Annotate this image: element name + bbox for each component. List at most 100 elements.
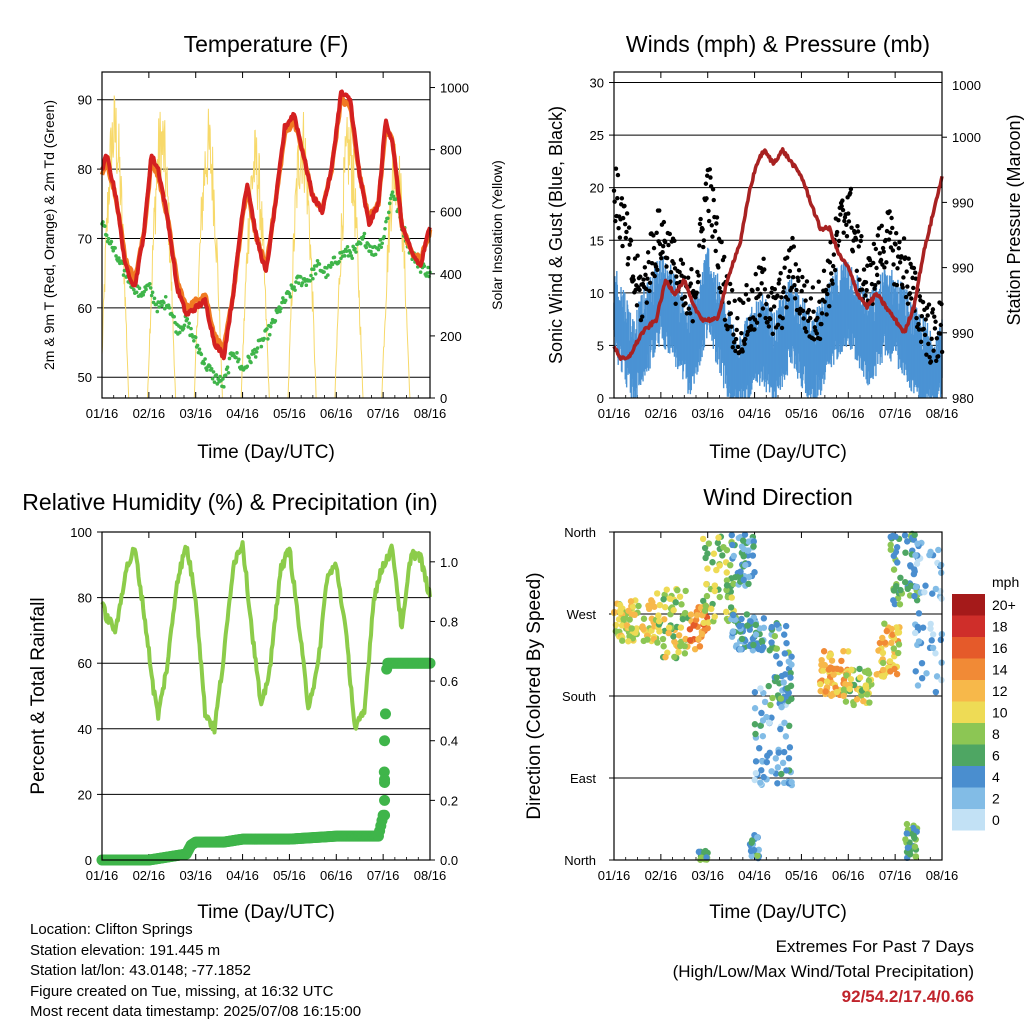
gust-point <box>844 222 849 227</box>
gust-point <box>876 280 881 285</box>
dewpoint-point <box>388 196 393 201</box>
gust-point <box>826 283 831 288</box>
gust-point <box>624 211 630 216</box>
gust-point <box>925 313 930 318</box>
direction-point <box>828 657 836 664</box>
direction-point <box>921 588 928 596</box>
direction-point <box>865 677 873 685</box>
direction-point <box>686 637 694 644</box>
gust-point <box>743 336 748 342</box>
gust-point <box>816 279 821 284</box>
gust-point <box>700 227 705 232</box>
gust-point <box>693 295 698 300</box>
precip-point <box>379 794 391 806</box>
direction-point <box>929 644 937 652</box>
x-tick-label: 04/16 <box>738 406 771 421</box>
x-tick-label: 01/16 <box>598 406 631 421</box>
direction-point <box>737 646 744 653</box>
gust-point <box>620 215 626 221</box>
gust-point <box>757 313 762 318</box>
direction-point <box>741 531 749 538</box>
gust-point <box>673 301 678 306</box>
x-tick-label: 08/16 <box>926 406 959 421</box>
direction-point <box>640 625 647 633</box>
gust-point <box>871 241 877 247</box>
gust-point <box>662 239 668 245</box>
direction-point <box>768 768 775 775</box>
direction-point <box>782 733 790 740</box>
dewpoint-point <box>382 234 386 239</box>
gust-point <box>666 242 671 248</box>
x-tick-label: 04/16 <box>226 868 259 883</box>
y2-tick-label: 0.2 <box>440 793 458 808</box>
y2-tick-label: 990 <box>952 261 974 276</box>
direction-point <box>833 665 841 673</box>
gust-point <box>825 291 830 297</box>
y-axis-title: Sonic Wind & Gust (Blue, Black) <box>546 106 566 364</box>
gust-point <box>781 289 786 295</box>
direction-point <box>873 671 880 678</box>
direction-point <box>773 653 780 660</box>
gust-point <box>706 218 712 224</box>
direction-point <box>818 661 825 669</box>
panel-title: Wind Direction <box>703 484 853 510</box>
direction-point <box>904 538 911 545</box>
gust-point <box>800 308 806 314</box>
direction-point <box>771 632 779 640</box>
direction-point <box>788 653 795 660</box>
gust-point <box>647 280 653 286</box>
panel-2 <box>609 71 947 399</box>
direction-point <box>742 561 749 569</box>
x-tick-label: 03/16 <box>691 868 724 883</box>
dewpoint-point <box>311 276 315 281</box>
dewpoint-point <box>226 370 231 375</box>
gust-point <box>791 244 797 249</box>
gust-point <box>846 219 852 224</box>
direction-point <box>878 672 885 680</box>
direction-point <box>833 688 841 696</box>
gust-point <box>790 275 796 280</box>
y2-tick-label: 400 <box>440 267 462 282</box>
dewpoint-point <box>203 357 207 361</box>
gust-point <box>924 352 929 357</box>
gust-point <box>770 331 776 337</box>
gust-point <box>657 241 663 247</box>
gust-point <box>796 278 801 283</box>
direction-point <box>923 670 930 677</box>
x-tick-label: 04/16 <box>226 406 259 421</box>
direction-point <box>933 673 941 680</box>
direction-point <box>928 637 935 644</box>
gust-point <box>854 268 860 274</box>
direction-point <box>700 597 707 605</box>
gust-point <box>714 215 720 220</box>
gust-point <box>859 287 865 292</box>
y-tick-label: North <box>564 525 596 540</box>
y2-tick-label: 980 <box>952 391 974 406</box>
direction-point <box>635 602 642 610</box>
gust-point <box>872 283 878 288</box>
direction-point <box>879 666 887 674</box>
direction-point <box>893 670 901 678</box>
dewpoint-point <box>147 281 152 286</box>
gust-point <box>726 300 732 305</box>
dewpoint-point <box>262 336 266 341</box>
direction-point <box>763 758 770 766</box>
gust-point <box>785 255 790 260</box>
direction-point <box>888 639 895 647</box>
gust-point <box>888 230 893 235</box>
gust-point <box>767 316 773 322</box>
direction-point <box>750 538 757 545</box>
plot-frame <box>613 531 943 861</box>
direction-point <box>861 668 869 675</box>
dewpoint-point <box>148 286 153 290</box>
gust-point <box>928 359 934 364</box>
gust-point <box>793 262 798 267</box>
direction-point <box>866 699 873 706</box>
gust-point <box>893 242 898 247</box>
gust-point <box>645 276 650 281</box>
gust-point <box>740 349 745 354</box>
dewpoint-point <box>199 352 204 357</box>
gust-point <box>622 203 627 209</box>
gust-point <box>765 319 770 325</box>
y-tick-label: 90 <box>78 93 92 108</box>
